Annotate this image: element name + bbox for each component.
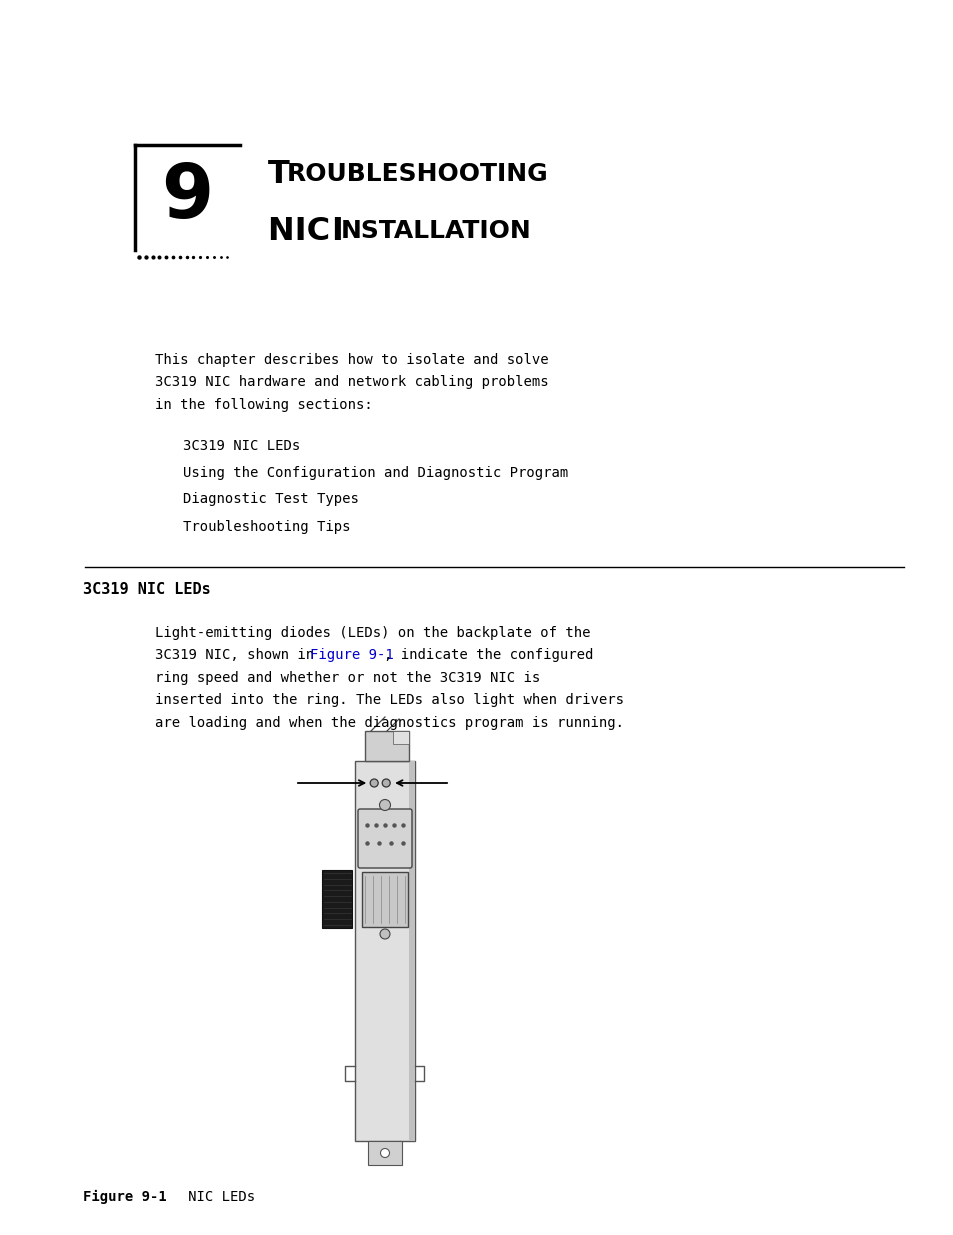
FancyBboxPatch shape — [357, 809, 412, 868]
Bar — [355, 761, 415, 1141]
Text: 3C319 NIC hardware and network cabling problems: 3C319 NIC hardware and network cabling p… — [154, 375, 548, 389]
Text: are loading and when the diagnostics program is running.: are loading and when the diagnostics pro… — [154, 715, 623, 730]
Text: Light-emitting diodes (LEDs) on the backplate of the: Light-emitting diodes (LEDs) on the back… — [154, 625, 590, 640]
Text: ring speed and whether or not the 3C319 NIC is: ring speed and whether or not the 3C319 … — [154, 671, 539, 684]
Bar — [368, 1141, 401, 1165]
Text: inserted into the ring. The LEDs also light when drivers: inserted into the ring. The LEDs also li… — [154, 693, 623, 706]
Bar — [361, 872, 408, 927]
Text: 3C319 NIC LEDs: 3C319 NIC LEDs — [183, 438, 300, 452]
Bar — [365, 731, 409, 761]
Text: Using the Configuration and Diagnostic Program: Using the Configuration and Diagnostic P… — [183, 466, 568, 479]
Text: 3C319 NIC LEDs: 3C319 NIC LEDs — [83, 582, 211, 597]
Circle shape — [379, 929, 390, 939]
Circle shape — [380, 1149, 389, 1157]
Text: NIC: NIC — [268, 216, 341, 247]
Bar — [393, 731, 409, 743]
Text: I: I — [331, 216, 343, 247]
Text: Figure 9-1: Figure 9-1 — [83, 1191, 167, 1204]
Text: in the following sections:: in the following sections: — [154, 398, 373, 412]
Text: 9: 9 — [161, 161, 213, 233]
Text: , indicate the configured: , indicate the configured — [383, 648, 592, 662]
Text: Figure 9-1: Figure 9-1 — [309, 648, 393, 662]
Circle shape — [370, 779, 377, 787]
Text: NSTALLATION: NSTALLATION — [340, 219, 531, 243]
Circle shape — [379, 799, 390, 810]
Text: ROUBLESHOOTING: ROUBLESHOOTING — [287, 162, 548, 186]
Circle shape — [382, 779, 390, 787]
Bar — [409, 761, 415, 1141]
Bar — [322, 869, 352, 927]
Text: This chapter describes how to isolate and solve: This chapter describes how to isolate an… — [154, 353, 548, 367]
Text: T: T — [268, 159, 290, 190]
Text: Diagnostic Test Types: Diagnostic Test Types — [183, 493, 358, 506]
Text: Troubleshooting Tips: Troubleshooting Tips — [183, 520, 350, 534]
Text: NIC LEDs: NIC LEDs — [163, 1191, 254, 1204]
Text: 3C319 NIC, shown in: 3C319 NIC, shown in — [154, 648, 322, 662]
